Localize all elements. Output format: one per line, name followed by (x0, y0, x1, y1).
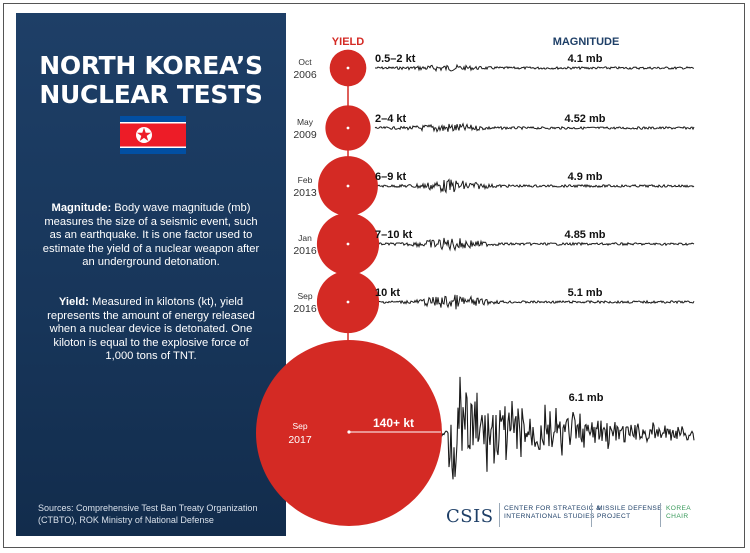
magnitude-column-header: MAGNITUDE (553, 36, 620, 48)
yield-label: 140+ kt (373, 416, 414, 430)
seismic-trace (375, 63, 695, 73)
yield-label: 2–4 kt (375, 113, 407, 125)
logo-center-line-2: INTERNATIONAL STUDIES (504, 513, 595, 520)
magnitude-text: Body wave magnitude (mb) measures the si… (42, 202, 260, 268)
yield-circle-center-dot (346, 126, 350, 130)
yield-column-header: YIELD (332, 36, 364, 48)
yield-circle-center-dot (346, 300, 350, 304)
test-year-label: 2006 (293, 69, 317, 81)
seismic-trace (374, 122, 695, 133)
yield-label: 10 kt (375, 287, 400, 299)
yield-label: 0.5–2 kt (375, 53, 416, 65)
test-month-label: Oct (298, 57, 312, 67)
test-year-label: 2016 (293, 245, 317, 257)
test-month-label: Jan (298, 233, 312, 243)
title-line-2: NUCLEAR TESTS (39, 80, 263, 109)
logo-divider-2 (591, 503, 592, 527)
yield-circle-center-dot (346, 242, 350, 246)
logo-missile-line-1: MISSILE DEFENSE (597, 505, 662, 512)
seismic-trace (440, 376, 695, 480)
test-year-label: 2016 (293, 303, 317, 315)
logo-korea-line-2: CHAIR (666, 513, 689, 520)
title-line-1: NORTH KOREA’S (39, 51, 263, 80)
magnitude-label: 5.1 mb (568, 287, 603, 299)
yield-circle-center-dot (347, 430, 351, 434)
magnitude-label: 4.52 mb (565, 113, 606, 125)
test-month-label: Feb (298, 175, 313, 185)
seismic-trace (374, 178, 695, 194)
yield-label: 7–10 kt (375, 229, 413, 241)
logo-korea-chair: KOREA CHAIR (666, 505, 691, 521)
logo-divider-1 (499, 503, 500, 527)
logo-divider-3 (660, 503, 661, 527)
magnitude-label: 4.9 mb (568, 171, 603, 183)
magnitude-label: 6.1 mb (569, 392, 604, 404)
logo-korea-line-1: KOREA (666, 505, 692, 512)
yield-term: Yield: (58, 296, 89, 308)
magnitude-label: 4.85 mb (565, 229, 606, 241)
magnitude-term: Magnitude: (51, 202, 112, 214)
yield-definition: Yield: Measured in kilotons (kt), yield … (38, 296, 264, 364)
logo-missile-defense: MISSILE DEFENSE PROJECT (597, 505, 662, 521)
infographic-title: NORTH KOREA’S NUCLEAR TESTS (16, 51, 286, 109)
logo-center-line-1: CENTER FOR STRATEGIC & (504, 505, 601, 512)
magnitude-label: 4.1 mb (568, 53, 603, 65)
north-korea-flag-icon (120, 116, 186, 154)
info-panel: NORTH KOREA’S NUCLEAR TESTS Magnitude: B… (16, 13, 286, 536)
yield-text: Measured in kilotons (kt), yield represe… (47, 296, 255, 362)
sources-note: Sources: Comprehensive Test Ban Treaty O… (38, 503, 258, 525)
test-year-label: 2013 (293, 187, 317, 199)
test-month-label: May (297, 117, 314, 127)
csis-logo: CSIS (446, 506, 494, 527)
logo-center-name: CENTER FOR STRATEGIC & INTERNATIONAL STU… (504, 505, 601, 521)
seismic-trace (374, 294, 695, 310)
logo-missile-line-2: PROJECT (597, 513, 631, 520)
magnitude-definition: Magnitude: Body wave magnitude (mb) meas… (38, 202, 264, 270)
seismic-trace (374, 237, 695, 252)
yield-circle-center-dot (346, 184, 350, 188)
yield-circle-center-dot (346, 66, 350, 70)
test-month-label: Sep (297, 291, 312, 301)
test-year-label: 2017 (288, 434, 312, 446)
yield-label: 6–9 kt (375, 171, 407, 183)
test-year-label: 2009 (293, 129, 317, 141)
test-month-label: Sep (292, 421, 307, 431)
